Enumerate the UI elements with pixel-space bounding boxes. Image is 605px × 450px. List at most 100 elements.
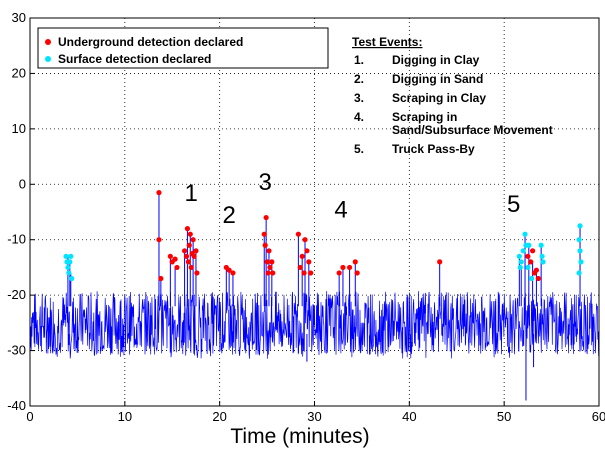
underground-detection-point (187, 231, 193, 237)
underground-detection-point (295, 231, 301, 237)
underground-detection-point (156, 237, 162, 243)
surface-detection-point (65, 264, 71, 271)
underground-detection-point (528, 259, 534, 265)
x-tick-label: 40 (402, 409, 416, 424)
event-annotation: 1 (185, 180, 198, 207)
surface-detection-point (539, 253, 545, 259)
test-event-number: 1. (354, 53, 364, 67)
test-event-number: 3. (354, 91, 364, 105)
test-event-text: Digging in Sand (392, 72, 483, 86)
surface-detection-point (538, 242, 544, 248)
surface-detection-point (578, 259, 584, 265)
underground-detection-point (156, 190, 162, 196)
test-event-number: 5. (354, 142, 364, 156)
test-event-text: Digging in Clay (392, 53, 480, 67)
underground-detection-point (267, 264, 273, 271)
underground-detection-point (181, 248, 188, 254)
x-tick-label: 60 (592, 409, 605, 424)
surface-detection-point (517, 264, 523, 271)
legend-surface-label: Surface detection declared (58, 52, 211, 66)
underground-detection-point (167, 253, 173, 259)
test-event-text: Scraping in Clay (392, 91, 486, 105)
underground-detection-point (191, 253, 197, 259)
underground-detection-point (269, 259, 275, 265)
underground-detection-point (226, 267, 232, 273)
legend-underground-marker (45, 39, 51, 45)
x-tick-label: 10 (118, 409, 132, 424)
surface-detection-point (525, 264, 531, 271)
underground-detection-point (336, 270, 342, 276)
underground-detection-point (352, 259, 358, 265)
test-event-number: 2. (354, 72, 364, 86)
surface-detection-point (518, 259, 524, 265)
x-tick-label: 50 (497, 409, 511, 424)
underground-detection-point (535, 275, 541, 282)
underground-detection-point (302, 237, 308, 243)
underground-detection-point (262, 242, 268, 248)
underground-detection-point (185, 259, 191, 265)
underground-detection-point (266, 248, 272, 254)
axis-ticks: 0 10 20 30 40 50 60 30 20 10 0 -10 -20 -30 -40 (7, 10, 605, 424)
x-tick-label: 0 (26, 409, 33, 424)
test-event-text: Truck Pass-By (392, 142, 475, 156)
y-tick-label: -40 (7, 398, 26, 413)
underground-detection-point (354, 270, 360, 276)
x-axis-label: Time (minutes) (230, 425, 369, 448)
test-event-number: 4. (354, 110, 364, 124)
underground-detection-point (301, 270, 307, 276)
underground-detection-point (306, 259, 312, 265)
grid-lines (30, 18, 599, 406)
surface-detection-point (577, 248, 583, 254)
underground-detection-point (184, 226, 191, 232)
surface-detection-point (67, 259, 73, 265)
underground-detection-point (183, 253, 190, 259)
underground-detection-point (265, 270, 271, 276)
noise-band (29, 291, 600, 359)
underground-detection-point (263, 214, 269, 221)
test-events-title: Test Events: (352, 35, 422, 49)
signal-trace (29, 291, 600, 359)
test-events-box: Test Events: 1. Digging in Clay 2. Digging i… (352, 35, 553, 156)
underground-detection-point (172, 256, 178, 262)
test-event-text: Scraping in (392, 110, 457, 124)
underground-detection-point (437, 259, 443, 265)
underground-detection-point (340, 264, 346, 271)
signal-spikes (67, 192, 581, 401)
legend: Underground detection declared Surface d… (37, 27, 329, 69)
underground-detection-point (186, 242, 192, 248)
event-annotation: 3 (259, 169, 272, 196)
underground-detection-point (346, 264, 353, 271)
surface-detection-point (63, 253, 69, 259)
underground-detection-point (261, 231, 267, 237)
event-annotation: 4 (334, 197, 347, 224)
underground-detection-point (525, 253, 531, 259)
underground-detection-point (533, 267, 540, 273)
underground-detection-point (190, 237, 196, 243)
y-tick-label: -20 (7, 287, 26, 302)
underground-detection-point (194, 270, 200, 276)
underground-detection-point (174, 264, 180, 271)
y-tick-label: 30 (12, 10, 26, 25)
y-tick-label: -10 (7, 232, 26, 247)
y-tick-label: 20 (12, 65, 26, 80)
surface-detection-point (516, 253, 522, 259)
y-tick-label: 10 (12, 121, 26, 136)
underground-detection-point (308, 270, 314, 276)
event-annotations: 123 4 5 (185, 169, 521, 229)
surface-detection-point (66, 270, 72, 276)
x-tick-label: 20 (212, 409, 226, 424)
legend-surface-marker (45, 56, 51, 62)
underground-detection-point (158, 275, 164, 282)
surface-detection-point (576, 270, 582, 276)
underground-detection-point (299, 253, 305, 259)
event-annotation: 2 (222, 202, 235, 229)
underground-detection-point (530, 248, 536, 254)
underground-detection-point (297, 264, 303, 271)
surface-detection-point (529, 275, 535, 282)
underground-detection-point (188, 264, 194, 271)
detection-points (63, 190, 584, 282)
legend-underground-label: Underground detection declared (58, 35, 243, 49)
test-event-text: Sand/Subsurface Movement (392, 123, 553, 137)
surface-detection-point (522, 231, 528, 237)
